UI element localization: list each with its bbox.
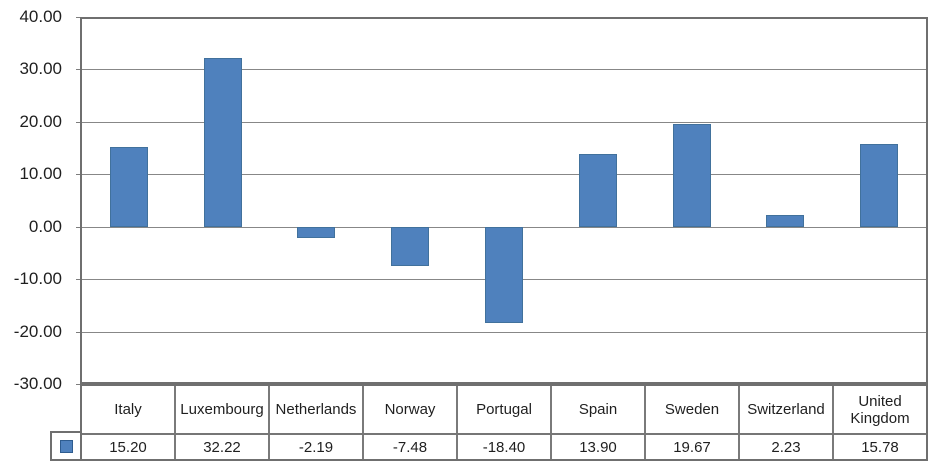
bar	[391, 227, 429, 266]
table-header-cell: Sweden	[646, 386, 740, 433]
y-axis-label: 20.00	[19, 111, 62, 131]
y-axis-tick	[76, 69, 80, 71]
y-axis-tick	[76, 279, 80, 281]
gridline	[82, 174, 926, 175]
table-value-cell: 15.20	[82, 435, 176, 459]
series-legend-marker-icon	[59, 439, 73, 453]
y-axis-label: -30.00	[13, 374, 62, 393]
y-axis-tick	[76, 226, 80, 228]
table-header-cell: United Kingdom	[850, 392, 910, 427]
bar	[673, 124, 711, 227]
value-row: 15.20 32.22 -2.19 -7.48 -18.40 13.90 19.67 2.23…	[82, 433, 926, 459]
table-value-cell: -7.48	[364, 435, 458, 459]
table-header-cell: Luxembourg	[176, 386, 270, 433]
table-value-cell: 19.67	[646, 435, 740, 459]
y-axis-label: 0.00	[28, 216, 62, 236]
table-header-cell: Italy	[82, 386, 176, 433]
bar	[110, 147, 148, 227]
y-axis-tick	[76, 17, 80, 18]
data-table: Italy Luxembourg Netherlands Norway Portugal…	[80, 384, 928, 461]
table-value-cell: 15.78	[861, 438, 899, 456]
bar	[766, 215, 804, 227]
gridline	[82, 332, 926, 333]
bar	[297, 227, 335, 238]
y-axis-label: 10.00	[19, 164, 62, 184]
y-axis-label: -10.00	[13, 269, 62, 289]
table-header-cell: Netherlands	[270, 386, 364, 433]
table-value-cell: -2.19	[270, 435, 364, 459]
y-axis-tick	[76, 121, 80, 123]
table-header-cell: Spain	[552, 386, 646, 433]
y-axis-tick	[76, 384, 80, 385]
bar	[579, 154, 617, 227]
table-value-cell: 32.22	[176, 435, 270, 459]
bar	[860, 144, 898, 227]
y-axis-tick	[76, 174, 80, 176]
table-value-cell: 13.90	[552, 435, 646, 459]
plot-area	[80, 17, 928, 384]
table-header-cell: Portugal	[458, 386, 552, 433]
table-header-cell: Norway	[364, 386, 458, 433]
y-axis-tick	[76, 331, 80, 333]
gridline	[82, 122, 926, 123]
table-value-cell: 2.23	[740, 435, 834, 459]
category-header-row: Italy Luxembourg Netherlands Norway Portugal…	[82, 386, 926, 433]
table-value-cell: -18.40	[458, 435, 552, 459]
bar	[485, 227, 523, 323]
table-header-cell: Switzerland	[740, 386, 834, 433]
y-axis-label: 30.00	[19, 59, 62, 79]
y-axis-label: 40.00	[19, 7, 62, 26]
y-axis-label: -20.00	[13, 321, 62, 341]
legend-cell	[50, 431, 82, 461]
bar	[204, 58, 242, 227]
gridline	[82, 69, 926, 70]
